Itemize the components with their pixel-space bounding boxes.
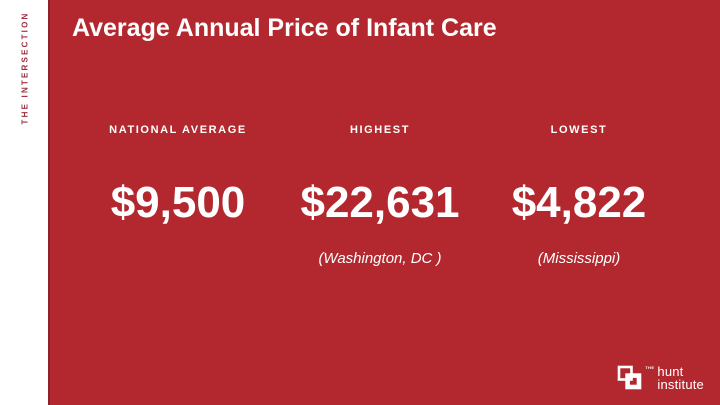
stat-value: $9,500 xyxy=(110,178,246,227)
content-panel: Average Annual Price of Infant Care NATI… xyxy=(48,0,720,405)
stat-label: HIGHEST xyxy=(349,124,411,136)
stat-highest: HIGHEST $22,631 (Washington, DC ) xyxy=(280,124,480,268)
page-title: Average Annual Price of Infant Care xyxy=(72,14,497,42)
stat-value: $4,822 xyxy=(511,178,647,227)
left-rail: THE INTERSECTION xyxy=(0,0,48,405)
stat-lowest: LOWEST $4,822 (Mississippi) xyxy=(479,124,679,268)
interlocking-squares-icon xyxy=(617,365,642,390)
logo-line1: hunt xyxy=(657,364,684,379)
stat-note: (Mississippi) xyxy=(537,250,621,267)
stat-note xyxy=(78,250,278,268)
brand-vertical-text: THE INTERSECTION xyxy=(20,11,30,125)
stat-value: $22,631 xyxy=(300,178,460,227)
stat-label: NATIONAL AVERAGE xyxy=(109,124,247,136)
stat-national-average: NATIONAL AVERAGE $9,500 xyxy=(78,124,278,268)
logo-the-text: THE xyxy=(645,365,655,370)
logo-wordmark: hunt institute xyxy=(657,365,704,391)
logo-line2: institute xyxy=(657,377,704,392)
stat-note: (Washington, DC ) xyxy=(318,250,442,267)
stat-label: LOWEST xyxy=(550,124,608,136)
hunt-institute-logo: THE hunt institute xyxy=(616,364,704,391)
